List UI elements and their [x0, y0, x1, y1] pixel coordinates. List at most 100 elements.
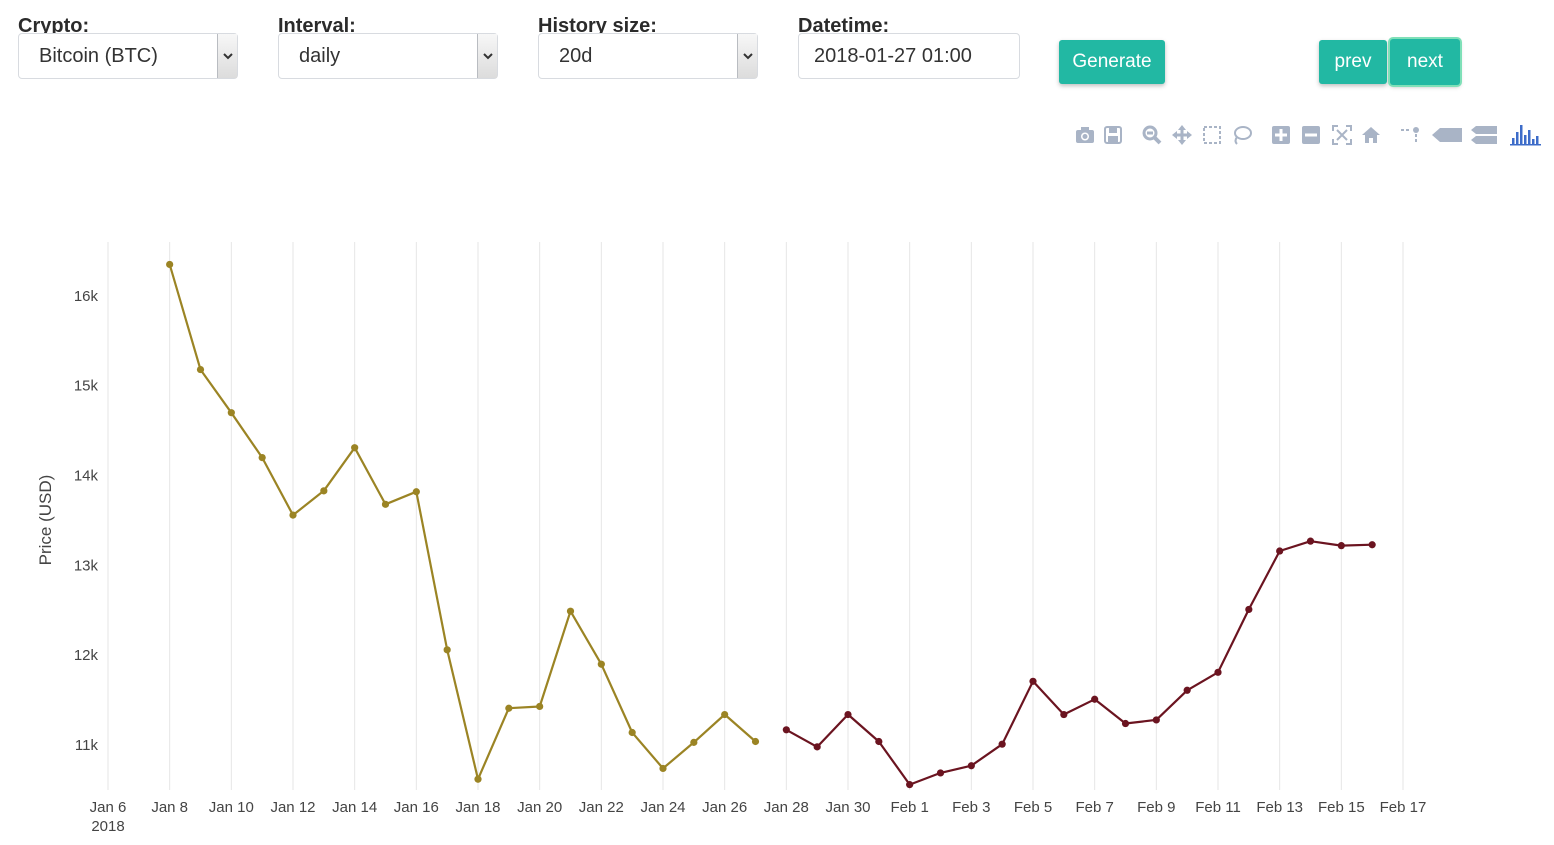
x-tick-label: Feb 5: [1014, 799, 1052, 816]
x-tick-label: Jan 12: [270, 799, 315, 816]
data-point[interactable]: [597, 660, 605, 668]
data-point[interactable]: [628, 728, 636, 737]
x-tick-label: Jan 28: [764, 799, 809, 816]
plotly-logo-icon[interactable]: [1509, 122, 1543, 148]
interval-control: Interval:: [278, 12, 356, 40]
data-point[interactable]: [751, 737, 760, 746]
save-icon[interactable]: [1101, 122, 1125, 148]
y-tick-label: 12k: [74, 647, 99, 664]
data-point[interactable]: [875, 737, 883, 746]
data-point[interactable]: [659, 764, 667, 773]
data-point[interactable]: [721, 710, 729, 719]
y-tick-label: 13k: [74, 557, 99, 574]
history-select[interactable]: 20d: [538, 33, 758, 79]
y-tick-label: 14k: [74, 468, 99, 485]
autoscale-icon[interactable]: [1330, 122, 1354, 148]
y-tick-label: 15k: [74, 378, 99, 395]
x-tick-label: Feb 13: [1256, 799, 1303, 816]
x-tick-label: Feb 9: [1137, 799, 1175, 816]
box-select-icon[interactable]: [1200, 122, 1224, 148]
data-point[interactable]: [1183, 686, 1191, 694]
data-point[interactable]: [196, 365, 205, 374]
data-point[interactable]: [1121, 719, 1130, 728]
data-point[interactable]: [1368, 541, 1376, 549]
hover-compare-icon[interactable]: [1470, 122, 1498, 148]
history-label: History size:: [538, 15, 657, 37]
data-point[interactable]: [443, 646, 451, 654]
y-tick-label: 16k: [74, 288, 99, 305]
y-axis-title: Price (USD): [36, 475, 55, 566]
data-point[interactable]: [1337, 542, 1345, 550]
x-tick-label: Feb 7: [1075, 799, 1113, 816]
data-point[interactable]: [166, 260, 174, 269]
data-point[interactable]: [289, 511, 297, 519]
series-line-1: [168, 264, 757, 781]
data-point[interactable]: [1091, 695, 1099, 703]
data-point[interactable]: [1060, 710, 1068, 719]
data-point[interactable]: [690, 738, 698, 746]
x-tick-label: Jan 6: [90, 799, 127, 816]
x-tick-label: Jan 20: [517, 799, 562, 816]
camera-icon[interactable]: [1073, 122, 1097, 148]
data-point[interactable]: [782, 726, 790, 734]
data-point[interactable]: [536, 702, 544, 711]
data-point[interactable]: [474, 775, 482, 783]
data-point[interactable]: [227, 409, 235, 417]
next-button[interactable]: next: [1390, 39, 1460, 85]
x-tick-label: Jan 24: [640, 799, 685, 816]
zoom-out-icon[interactable]: [1299, 122, 1323, 148]
y-tick-label: 11k: [75, 737, 99, 754]
data-point[interactable]: [813, 743, 821, 751]
spike-lines-icon[interactable]: [1398, 122, 1422, 148]
x-tick-label: Feb 15: [1318, 799, 1365, 816]
data-point[interactable]: [381, 500, 390, 508]
x-tick-label: Feb 11: [1195, 799, 1241, 816]
data-point[interactable]: [351, 444, 359, 452]
chart-gridlines: [107, 242, 1404, 790]
data-point[interactable]: [1214, 668, 1222, 676]
data-point[interactable]: [936, 769, 945, 777]
datetime-input[interactable]: [798, 33, 1020, 79]
data-point[interactable]: [1245, 605, 1253, 614]
history-select-value: 20d: [559, 45, 593, 67]
x-tick-label: Jan 14: [332, 799, 377, 816]
data-point[interactable]: [1152, 716, 1160, 724]
chevron-down-icon[interactable]: [477, 34, 497, 78]
pan-icon[interactable]: [1170, 122, 1194, 148]
x-tick-label: Jan 10: [209, 799, 254, 816]
chevron-down-icon[interactable]: [737, 34, 757, 78]
crypto-control: Crypto:: [18, 12, 89, 40]
data-point[interactable]: [998, 740, 1006, 748]
datetime-control: Datetime:: [798, 12, 889, 40]
chevron-down-icon[interactable]: [217, 34, 237, 78]
interval-select[interactable]: daily: [278, 33, 498, 79]
data-point[interactable]: [906, 781, 914, 789]
data-point[interactable]: [258, 454, 266, 462]
reset-axes-icon[interactable]: [1359, 122, 1383, 148]
data-point[interactable]: [320, 487, 328, 495]
x-tick-label: Jan 18: [455, 799, 500, 816]
data-point[interactable]: [1306, 537, 1315, 545]
zoom-icon[interactable]: [1140, 122, 1164, 148]
data-point[interactable]: [505, 704, 513, 712]
zoom-in-icon[interactable]: [1269, 122, 1293, 148]
generate-button[interactable]: Generate: [1059, 40, 1165, 84]
data-point[interactable]: [566, 607, 575, 615]
crypto-label: Crypto:: [18, 15, 90, 37]
data-point[interactable]: [412, 488, 420, 496]
lasso-icon[interactable]: [1230, 122, 1254, 148]
x-axis-ticks: Jan 6 Jan 8 Jan 10 Jan 12 Jan 14 Jan 16 Jan 18…: [90, 799, 1427, 816]
crypto-select-value: Bitcoin (BTC): [39, 45, 158, 67]
interval-label: Interval:: [278, 15, 356, 37]
data-point[interactable]: [1029, 677, 1037, 685]
x-tick-label: Feb 17: [1380, 799, 1427, 816]
data-point[interactable]: [967, 762, 975, 770]
crypto-select[interactable]: Bitcoin (BTC): [18, 33, 238, 79]
data-point[interactable]: [1276, 547, 1284, 555]
history-control: History size:: [538, 12, 657, 40]
hover-closest-icon[interactable]: [1430, 122, 1464, 148]
x-tick-label: Jan 30: [825, 799, 870, 816]
prev-button[interactable]: prev: [1319, 40, 1387, 84]
data-point[interactable]: [844, 710, 852, 719]
